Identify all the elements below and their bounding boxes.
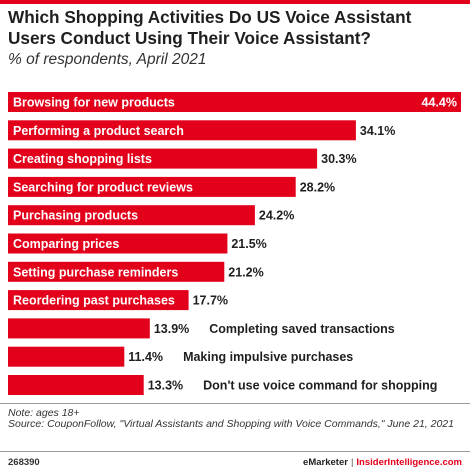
chart-title: Which Shopping Activities Do US Voice As…	[8, 7, 412, 48]
bar	[8, 290, 189, 311]
bar-chart: 44.4% Browsing for new products 34.1% Perfo…	[8, 92, 461, 395]
value-label: 30.3%	[321, 152, 356, 166]
category-label: Don't use voice command for shopping	[203, 379, 437, 393]
bar	[8, 148, 318, 169]
bar	[8, 92, 461, 112]
value-label: 13.9%	[154, 322, 189, 336]
category-label: Performing a product search	[13, 124, 184, 138]
brand-separator: |	[350, 457, 354, 468]
top-accent-bar	[0, 0, 470, 4]
chart-subtitle: % of respondents, April 2021	[8, 51, 207, 68]
bar	[8, 375, 144, 395]
bar	[8, 205, 255, 226]
bar	[8, 176, 296, 197]
category-label: Browsing for new products	[13, 96, 175, 110]
value-label: 11.4%	[128, 350, 163, 364]
bar	[8, 318, 150, 339]
footer-divider	[0, 403, 470, 404]
category-label: Searching for product reviews	[13, 180, 193, 194]
value-label: 34.1%	[360, 124, 395, 138]
value-label: 28.2%	[300, 180, 335, 194]
chart-note: Note: ages 18+	[8, 407, 80, 419]
chart-source: Source: CouponFollow, "Virtual Assistant…	[8, 418, 454, 430]
category-label: Comparing prices	[13, 237, 119, 251]
category-label: Reordering past purchases	[13, 294, 175, 308]
value-label: 21.2%	[228, 265, 263, 279]
footer-divider-bottom	[0, 451, 470, 452]
category-label: Making impulsive purchases	[183, 350, 353, 364]
value-label: 24.2%	[259, 209, 294, 223]
chart-id: 268390	[8, 457, 40, 468]
category-label: Completing saved transactions	[209, 322, 395, 336]
category-label: Setting purchase reminders	[13, 265, 178, 279]
category-label: Creating shopping lists	[13, 152, 152, 166]
brand-emarketer: eMarketer	[303, 457, 348, 468]
footer-brand: eMarketer | InsiderIntelligence.com	[303, 457, 462, 468]
bar	[8, 261, 225, 282]
brand-insider-link[interactable]: InsiderIntelligence.com	[356, 457, 462, 468]
bar	[8, 120, 356, 141]
value-label: 13.3%	[148, 379, 183, 393]
value-label: 21.5%	[231, 237, 266, 251]
bar	[8, 233, 228, 254]
value-label: 17.7%	[193, 294, 228, 308]
value-label: 44.4%	[422, 96, 457, 110]
category-label: Purchasing products	[13, 209, 138, 223]
bar	[8, 346, 125, 367]
